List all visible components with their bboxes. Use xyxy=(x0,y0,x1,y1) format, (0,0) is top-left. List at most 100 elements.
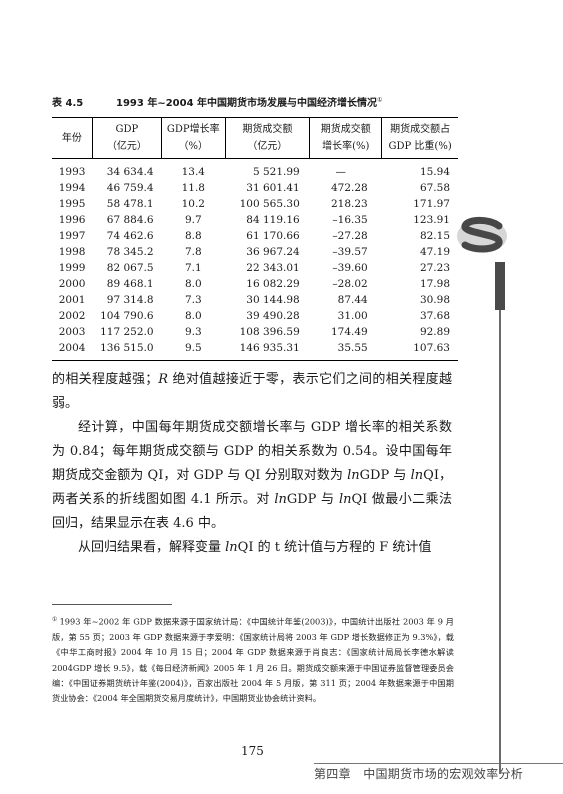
table-row: 2003 117 252.0 9.3 108 396.59 174.49 92.89 xyxy=(52,324,458,340)
chapter-title: 第四章 中国期货市场的宏观效率分析 xyxy=(314,767,524,781)
cell-futures-volume: 61 170.66 xyxy=(246,230,300,242)
footer-rule xyxy=(314,763,563,764)
cell-year: 1996 xyxy=(58,214,86,226)
table-row: 1995 58 478.1 10.2 100 565.30 218.23 171.97 xyxy=(52,196,458,212)
data-table: 年份 GDP （亿元） GDP增长率 （%） 期货成交额 （亿元） 期货成交额 增长率(… xyxy=(52,117,458,361)
table-row: 1997 74 462.6 8.8 61 170.66 –27.28 82.15 xyxy=(52,228,458,244)
cell-year: 2002 xyxy=(58,310,86,322)
table-row: 1996 67 884.6 9.7 84 119.16 –16.35 123.91 xyxy=(52,212,458,228)
cell-gdp: 97 314.8 xyxy=(106,294,154,306)
footnote: ① 1993 年~2002 年 GDP 数据来源于国家统计局：《中国统计年鉴(20… xyxy=(52,612,454,707)
cell-gdp: 89 468.1 xyxy=(106,278,154,290)
header-year: 年份 xyxy=(52,117,93,159)
cell-futures-share: 15.94 xyxy=(419,166,450,178)
cell-gdp-growth: 8.8 xyxy=(184,230,202,242)
cell-gdp: 67 884.6 xyxy=(106,214,154,226)
cell-gdp: 74 462.6 xyxy=(106,230,154,242)
cell-gdp-growth: 13.4 xyxy=(181,166,205,178)
cell-futures-volume: 30 144.98 xyxy=(246,294,300,306)
cell-year: 1999 xyxy=(58,262,86,274)
table-row: 2001 97 314.8 7.3 30 144.98 87.44 30.98 xyxy=(52,292,458,308)
cell-futures-volume: 108 396.59 xyxy=(239,326,300,338)
cell-gdp-growth: 7.1 xyxy=(184,262,202,274)
cell-futures-volume: 146 935.31 xyxy=(225,340,310,361)
table-row: 1993 34 634.4 13.4 5 521.99 — 15.94 xyxy=(52,159,458,181)
cell-futures-volume: 16 082.29 xyxy=(246,278,300,290)
table-body: 1993 34 634.4 13.4 5 521.99 — 15.94 1994 46 759… xyxy=(52,159,458,361)
section-s-icon xyxy=(457,216,507,253)
cell-year: 1997 xyxy=(58,230,86,242)
cell-gdp-growth: 8.0 xyxy=(184,278,202,290)
cell-futures-share: 67.58 xyxy=(419,182,450,194)
cell-gdp: 46 759.4 xyxy=(106,182,154,194)
paragraph: 的相关程度越强；R 绝对值越接近于零，表示它们之间的相关程度越弱。 xyxy=(52,372,452,411)
cell-gdp-growth: 8.0 xyxy=(184,310,202,322)
cell-futures-share: 27.23 xyxy=(419,262,450,274)
cell-futures-volume: 84 119.16 xyxy=(246,214,300,226)
cell-gdp: 82 067.5 xyxy=(106,262,154,274)
cell-futures-growth: –39.57 xyxy=(332,246,368,258)
table-row: 1999 82 067.5 7.1 22 343.01 –39.60 27.23 xyxy=(52,260,458,276)
cell-year: 2000 xyxy=(58,278,86,290)
table-row: 2000 89 468.1 8.0 16 082.29 –28.02 17.98 xyxy=(52,276,458,292)
margin-rule xyxy=(499,262,501,774)
header-futures-volume: 期货成交额 （亿元） xyxy=(224,117,310,159)
table-row: 2002 104 790.6 8.0 39 490.28 31.00 37.68 xyxy=(52,308,458,324)
cell-futures-growth: 174.49 xyxy=(330,326,368,338)
cell-futures-share: 47.19 xyxy=(419,246,450,258)
cell-gdp: 136 515.0 xyxy=(92,340,162,361)
chapter-footer: 第四章 中国期货市场的宏观效率分析 xyxy=(314,763,563,785)
table-title: 1993 年~2004 年中国期货市场发展与中国经济增长情况 xyxy=(116,98,378,109)
cell-gdp-growth: 9.5 xyxy=(161,340,226,361)
header-gdp: GDP （亿元） xyxy=(91,117,162,159)
cell-gdp: 34 634.4 xyxy=(106,166,154,178)
table-row: 2004 136 515.0 9.5 146 935.31 35.55 107.63 xyxy=(52,340,458,361)
cell-futures-share: 171.97 xyxy=(413,198,450,210)
cell-gdp-growth: 10.2 xyxy=(181,198,205,210)
table-number: 表 4.5 xyxy=(52,98,84,109)
cell-gdp-growth: 9.7 xyxy=(184,214,202,226)
cell-year: 1995 xyxy=(58,198,86,210)
cell-futures-volume: 36 967.24 xyxy=(246,246,300,258)
cell-year: 2001 xyxy=(58,294,86,306)
cell-year: 1994 xyxy=(58,182,86,194)
header-futures-share: 期货成交额占 GDP 比重(%) xyxy=(381,117,458,159)
cell-futures-share: 30.98 xyxy=(419,294,450,306)
cell-year: 1993 xyxy=(58,166,86,178)
cell-gdp-growth: 9.3 xyxy=(184,326,202,338)
cell-futures-share: 17.98 xyxy=(419,278,450,290)
header-futures-growth: 期货成交额 增长率(%) xyxy=(309,117,382,159)
table-caption: 表 4.5 1993 年~2004 年中国期货市场发展与中国经济增长情况① xyxy=(52,94,492,109)
header-gdp-growth: GDP增长率 （%） xyxy=(161,117,226,159)
cell-futures-growth: –39.60 xyxy=(332,262,368,274)
page-number: 175 xyxy=(241,744,264,758)
footnote-ref: ① xyxy=(377,96,383,104)
cell-futures-share: 92.89 xyxy=(419,326,450,338)
cell-futures-volume: 39 490.28 xyxy=(246,310,300,322)
cell-gdp-growth: 7.3 xyxy=(184,294,202,306)
cell-futures-growth: 218.23 xyxy=(330,198,368,210)
footnote-divider xyxy=(52,604,172,605)
cell-futures-share: 37.68 xyxy=(419,310,450,322)
cell-year: 1998 xyxy=(58,246,86,258)
cell-futures-growth: –16.35 xyxy=(332,214,368,226)
table-row: 1994 46 759.4 11.8 31 601.41 472.28 67.58 xyxy=(52,180,458,196)
body-text: 的相关程度越强；R 绝对值越接近于零，表示它们之间的相关程度越弱。 经计算，中国… xyxy=(52,368,452,560)
paragraph: 从回归结果看，解释变量 lnQI 的 t 统计值与方程的 F 统计值 xyxy=(78,540,432,555)
footnote-text: 1993 年~2002 年 GDP 数据来源于国家统计局：《中国统计年鉴(200… xyxy=(52,616,454,704)
cell-futures-growth: — xyxy=(335,166,346,178)
cell-futures-share: 123.91 xyxy=(413,214,450,226)
cell-futures-growth: 31.00 xyxy=(337,310,368,322)
cell-futures-share: 107.63 xyxy=(381,340,458,361)
cell-futures-growth: 87.44 xyxy=(337,294,368,306)
cell-futures-volume: 31 601.41 xyxy=(246,182,300,194)
cell-futures-share: 82.15 xyxy=(419,230,450,242)
cell-futures-volume: 100 565.30 xyxy=(239,198,300,210)
cell-gdp-growth: 11.8 xyxy=(181,182,205,194)
cell-futures-volume: 22 343.01 xyxy=(246,262,300,274)
cell-gdp: 58 478.1 xyxy=(106,198,154,210)
table-row: 1998 78 345.2 7.8 36 967.24 –39.57 47.19 xyxy=(52,244,458,260)
margin-rule-marker xyxy=(495,262,505,310)
footnote-marker: ① xyxy=(52,616,58,623)
cell-gdp-growth: 7.8 xyxy=(184,246,202,258)
